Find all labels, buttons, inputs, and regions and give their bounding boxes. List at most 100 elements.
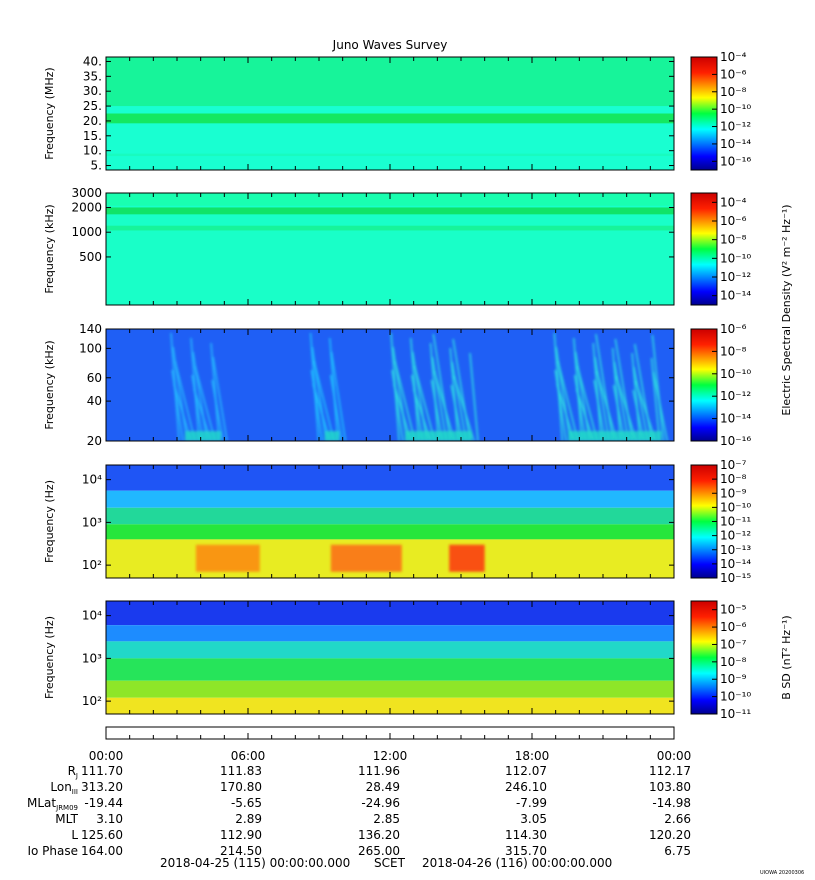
colorbar-gradient xyxy=(690,56,718,171)
y-axis-label: Frequency (Hz) xyxy=(43,616,56,699)
heatmap-band xyxy=(106,225,674,231)
colorbar-tick-label: 10⁻¹⁰ xyxy=(720,102,751,116)
colorbar-tick-label: 10⁻⁸ xyxy=(720,85,747,99)
y-tick-label: 10³ xyxy=(82,651,102,665)
y-tick-label: 500 xyxy=(79,250,102,264)
colorbar-gradient xyxy=(690,192,718,306)
ephemeris-row-label: MLatJRM09 xyxy=(27,796,78,812)
ephemeris-value: 2.85 xyxy=(373,812,400,826)
y-tick-label: 60 xyxy=(87,371,102,385)
colorbar-tick-label: 10⁻¹² xyxy=(720,270,751,284)
ephemeris-row-label: RJ xyxy=(68,764,78,780)
colorbar-gradient xyxy=(690,600,718,715)
colorbar: 10⁻¹⁶ 10⁻¹⁴ 10⁻¹² 10⁻¹⁰ 10⁻⁸ 10⁻⁶ 10⁻⁴ xyxy=(690,50,751,171)
colorbar-tick-label: 10⁻¹⁵ xyxy=(720,571,751,585)
ephemeris-value: 6.75 xyxy=(664,844,691,858)
y-tick-label: 40 xyxy=(87,394,102,408)
footer-stamp: UIOWA 20200306 xyxy=(760,870,804,876)
heatmap-band xyxy=(106,153,674,157)
emission-hotspot xyxy=(330,544,402,572)
y-tick-label: 25. xyxy=(83,99,102,113)
colorbar-label: B SD (nT² Hz⁻¹) xyxy=(780,615,793,699)
ephemeris-value: 2.89 xyxy=(235,812,262,826)
colorbar-tick-label: 10⁻¹¹ xyxy=(720,707,751,721)
colorbar-tick-label: 10⁻¹³ xyxy=(720,543,751,557)
heatmap-band xyxy=(106,658,674,681)
ephemeris-value: 103.80 xyxy=(649,780,691,794)
footer-end: 2018-04-26 (116) 00:00:00.000 xyxy=(422,856,612,870)
colorbar-tick-label: 10⁻⁸ xyxy=(720,472,747,486)
ephemeris-row-label: LonIII xyxy=(50,780,78,796)
chart-title: Juno Waves Survey xyxy=(332,38,448,52)
ephemeris-value: -24.96 xyxy=(361,796,400,810)
colorbar-tick-label: 10⁻⁸ xyxy=(720,655,747,669)
colorbar-tick-label: 10⁻¹⁴ xyxy=(720,412,751,426)
ephemeris-row-label: Io Phase xyxy=(27,844,78,858)
ephemeris-value: 315.70 xyxy=(505,844,547,858)
emission-burst xyxy=(170,332,228,441)
colorbar-tick-label: 10⁻¹² xyxy=(720,529,751,543)
colorbar-tick-label: 10⁻¹⁶ xyxy=(720,154,751,168)
ephemeris-value: 2.66 xyxy=(664,812,691,826)
emission-burst xyxy=(553,332,669,441)
ephemeris-row-label: L xyxy=(71,828,78,842)
y-tick-label: 40. xyxy=(83,54,102,68)
colorbar: 10⁻¹¹ 10⁻¹⁰ 10⁻⁹ 10⁻⁸ 10⁻⁷ 10⁻⁶ 10⁻⁵ B SD (nT² … xyxy=(690,600,793,721)
y-tick-label: 10⁴ xyxy=(82,473,102,487)
colorbar-tick-label: 10⁻¹² xyxy=(720,120,751,134)
colorbar-tick-label: 10⁻¹⁰ xyxy=(720,251,751,265)
ephemeris-value: 3.05 xyxy=(520,812,547,826)
y-tick-label: 1000 xyxy=(71,225,102,239)
y-tick-label: 10² xyxy=(82,694,102,708)
emission-hotspot xyxy=(195,544,260,572)
y-tick-label: 10³ xyxy=(82,515,102,529)
colorbar-tick-label: 10⁻⁸ xyxy=(720,344,747,358)
emission-hotspot xyxy=(449,544,485,572)
emission-burst xyxy=(309,332,347,441)
heatmap-band xyxy=(106,207,674,215)
ephemeris-value: 313.20 xyxy=(81,780,123,794)
heatmap-band xyxy=(106,57,674,107)
y-tick-label: 20. xyxy=(83,114,102,128)
y-tick-label: 2000 xyxy=(71,200,102,214)
y-axis-label: Frequency (kHz) xyxy=(43,340,56,429)
ephemeris-value: 112.17 xyxy=(649,764,691,778)
heatmap-band xyxy=(106,113,674,124)
time-tick-label: 12:00 xyxy=(373,749,408,763)
y-tick-label: 3000 xyxy=(71,186,102,200)
shared-colorbar-label: Electric Spectral Density (V² m⁻² Hz⁻¹) xyxy=(780,204,793,415)
heatmap-body xyxy=(106,193,674,305)
y-tick-label: 10² xyxy=(82,558,102,572)
colorbar-tick-label: 10⁻⁹ xyxy=(720,486,747,500)
heatmap-band xyxy=(106,490,674,508)
heatmap-band xyxy=(106,625,674,642)
ephemeris-value: 112.90 xyxy=(220,828,262,842)
y-tick-label: 10. xyxy=(83,144,102,158)
colorbar: 10⁻¹⁴ 10⁻¹² 10⁻¹⁰ 10⁻⁸ 10⁻⁶ 10⁻⁴ xyxy=(690,192,751,306)
colorbar-tick-label: 10⁻¹¹ xyxy=(720,515,751,529)
colorbar-tick-label: 10⁻¹² xyxy=(720,389,751,403)
ephemeris-value: 111.70 xyxy=(81,764,123,778)
heatmap-body xyxy=(106,329,674,441)
ephemeris-value: -14.98 xyxy=(652,796,691,810)
ephemeris-value: 136.20 xyxy=(358,828,400,842)
ephemeris-value: 111.96 xyxy=(358,764,400,778)
colorbar-tick-label: 10⁻¹⁰ xyxy=(720,500,751,514)
y-tick-label: 10⁴ xyxy=(82,609,102,623)
ephemeris-value: 125.60 xyxy=(81,828,123,842)
colorbar-tick-label: 10⁻⁷ xyxy=(720,458,747,472)
ephemeris-value: 112.07 xyxy=(505,764,547,778)
colorbar-tick-label: 10⁻⁴ xyxy=(720,195,747,209)
y-tick-label: 20 xyxy=(87,434,102,448)
ephemeris-value: 246.10 xyxy=(505,780,547,794)
ephemeris-value: 214.50 xyxy=(220,844,262,858)
colorbar: 10⁻¹⁶ 10⁻¹⁴ 10⁻¹² 10⁻¹⁰ 10⁻⁸ 10⁻⁶ xyxy=(690,322,751,448)
heatmap-band xyxy=(106,641,674,659)
time-axis: 00:00 06:00 12:00 18:00 00:00 xyxy=(89,726,691,763)
ephemeris-value: 120.20 xyxy=(649,828,691,842)
y-axis-label: Frequency (Hz) xyxy=(43,480,56,563)
colorbar-tick-label: 10⁻⁷ xyxy=(720,637,747,651)
y-axis-label: Frequency (kHz) xyxy=(43,204,56,293)
